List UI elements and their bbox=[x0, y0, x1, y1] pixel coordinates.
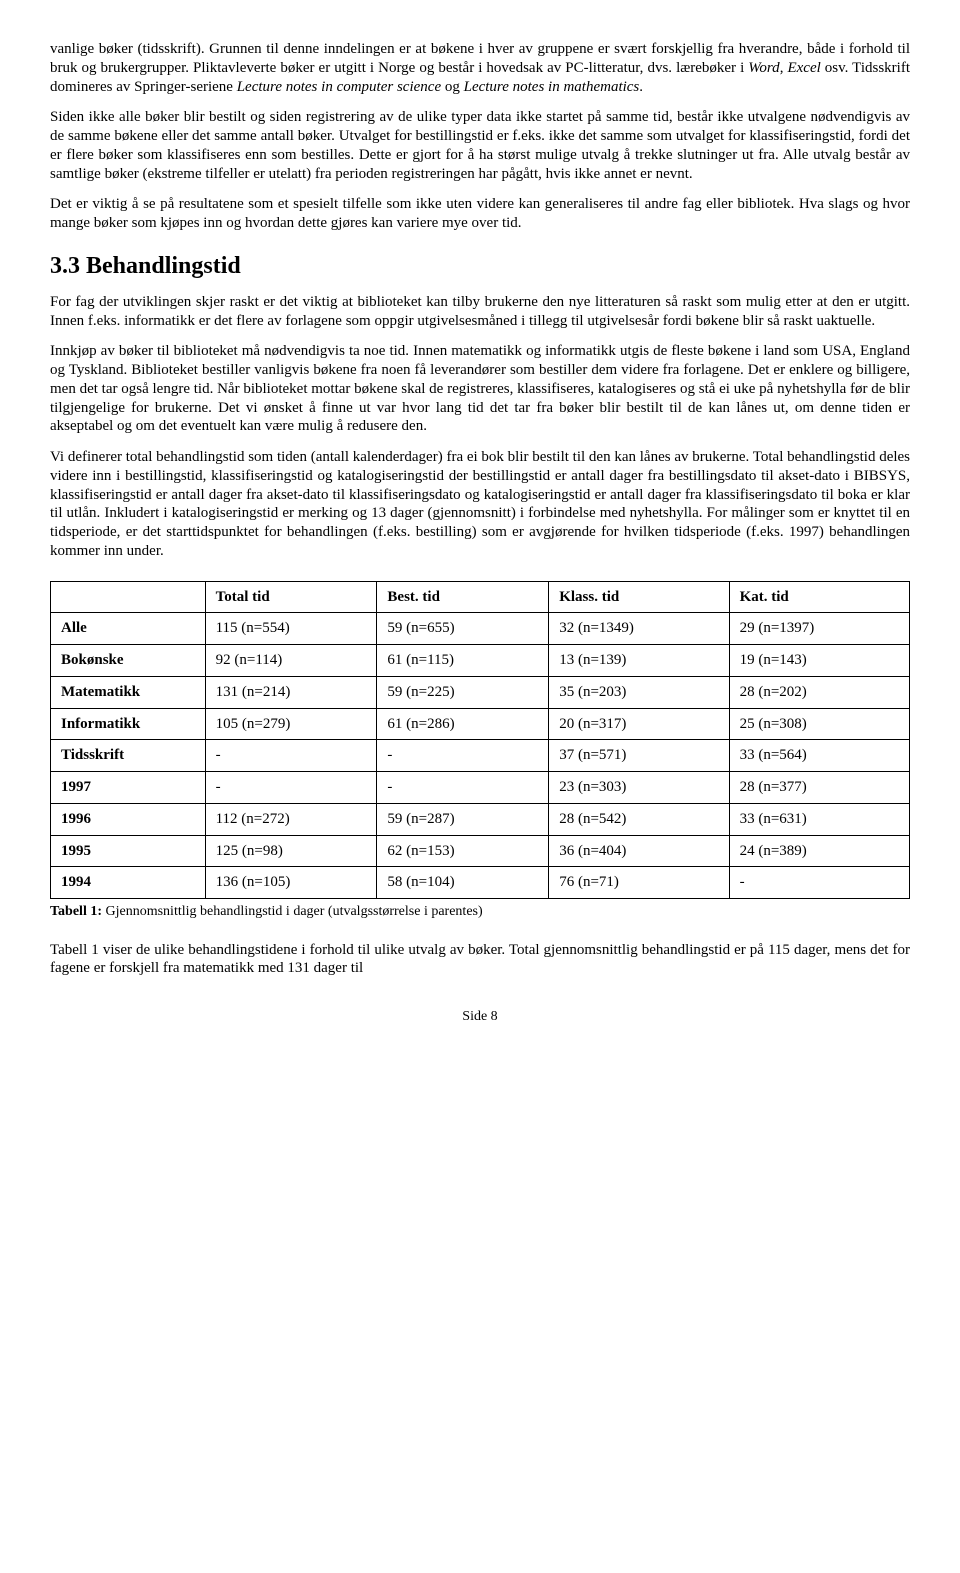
table-cell: 35 (n=203) bbox=[549, 676, 729, 708]
table-cell: 13 (n=139) bbox=[549, 645, 729, 677]
table-header: Kat. tid bbox=[729, 581, 909, 613]
table-row: Alle115 (n=554)59 (n=655)32 (n=1349)29 (… bbox=[51, 613, 910, 645]
paragraph-5: Innkjøp av bøker til biblioteket må nødv… bbox=[50, 342, 910, 436]
table-cell: 25 (n=308) bbox=[729, 708, 909, 740]
paragraph-1: vanlige bøker (tidsskrift). Grunnen til … bbox=[50, 40, 910, 96]
table-row: Bokønske92 (n=114)61 (n=115)13 (n=139)19… bbox=[51, 645, 910, 677]
table-cell: 61 (n=115) bbox=[377, 645, 549, 677]
table-cell: Alle bbox=[51, 613, 206, 645]
table-row: 1997--23 (n=303)28 (n=377) bbox=[51, 772, 910, 804]
processing-time-table: Total tid Best. tid Klass. tid Kat. tid … bbox=[50, 581, 910, 900]
table-row: Informatikk105 (n=279)61 (n=286)20 (n=31… bbox=[51, 708, 910, 740]
table-cell: - bbox=[205, 740, 377, 772]
table-cell: 37 (n=571) bbox=[549, 740, 729, 772]
text: . bbox=[639, 79, 643, 95]
table-cell: 112 (n=272) bbox=[205, 803, 377, 835]
table-cell: 105 (n=279) bbox=[205, 708, 377, 740]
italic-text: Lecture notes in mathematics bbox=[464, 79, 640, 95]
table-cell: 59 (n=287) bbox=[377, 803, 549, 835]
table-cell: 62 (n=153) bbox=[377, 835, 549, 867]
table-cell: 61 (n=286) bbox=[377, 708, 549, 740]
table-header: Total tid bbox=[205, 581, 377, 613]
table-cell: - bbox=[377, 772, 549, 804]
table-cell: - bbox=[205, 772, 377, 804]
italic-text: Excel bbox=[787, 60, 820, 76]
table-cell: 19 (n=143) bbox=[729, 645, 909, 677]
table-cell: - bbox=[729, 867, 909, 899]
table-row: 1995125 (n=98)62 (n=153)36 (n=404)24 (n=… bbox=[51, 835, 910, 867]
table-row: Matematikk131 (n=214)59 (n=225)35 (n=203… bbox=[51, 676, 910, 708]
table-cell: 115 (n=554) bbox=[205, 613, 377, 645]
table-row: 1994136 (n=105)58 (n=104)76 (n=71)- bbox=[51, 867, 910, 899]
caption-label: Tabell 1: bbox=[50, 904, 102, 919]
paragraph-7: Tabell 1 viser de ulike behandlingstiden… bbox=[50, 941, 910, 979]
paragraph-3: Det er viktig å se på resultatene som et… bbox=[50, 195, 910, 233]
table-row: Tidsskrift--37 (n=571)33 (n=564) bbox=[51, 740, 910, 772]
table-cell: 131 (n=214) bbox=[205, 676, 377, 708]
italic-text: Lecture notes in computer science bbox=[237, 79, 441, 95]
section-heading: 3.3 Behandlingstid bbox=[50, 251, 910, 281]
table-cell: 36 (n=404) bbox=[549, 835, 729, 867]
table-cell: 1994 bbox=[51, 867, 206, 899]
table-cell: 33 (n=631) bbox=[729, 803, 909, 835]
paragraph-2: Siden ikke alle bøker blir bestilt og si… bbox=[50, 108, 910, 183]
table-cell: 28 (n=377) bbox=[729, 772, 909, 804]
table-cell: 1995 bbox=[51, 835, 206, 867]
paragraph-6: Vi definerer total behandlingstid som ti… bbox=[50, 448, 910, 561]
table-header bbox=[51, 581, 206, 613]
table-cell: - bbox=[377, 740, 549, 772]
table-row: 1996112 (n=272)59 (n=287)28 (n=542)33 (n… bbox=[51, 803, 910, 835]
table-caption: Tabell 1: Gjennomsnittlig behandlingstid… bbox=[50, 903, 910, 921]
table-cell: 32 (n=1349) bbox=[549, 613, 729, 645]
table-cell: 28 (n=542) bbox=[549, 803, 729, 835]
table-cell: 59 (n=225) bbox=[377, 676, 549, 708]
table-cell: 20 (n=317) bbox=[549, 708, 729, 740]
table-cell: 1997 bbox=[51, 772, 206, 804]
table-cell: Bokønske bbox=[51, 645, 206, 677]
table-cell: Matematikk bbox=[51, 676, 206, 708]
italic-text: Word bbox=[748, 60, 779, 76]
table-cell: Informatikk bbox=[51, 708, 206, 740]
table-cell: 29 (n=1397) bbox=[729, 613, 909, 645]
table-header: Klass. tid bbox=[549, 581, 729, 613]
table-cell: Tidsskrift bbox=[51, 740, 206, 772]
table-cell: 59 (n=655) bbox=[377, 613, 549, 645]
table-cell: 136 (n=105) bbox=[205, 867, 377, 899]
paragraph-4: For fag der utviklingen skjer raskt er d… bbox=[50, 293, 910, 331]
text: og bbox=[441, 79, 464, 95]
page-number: Side 8 bbox=[50, 1008, 910, 1026]
table-header-row: Total tid Best. tid Klass. tid Kat. tid bbox=[51, 581, 910, 613]
table-cell: 92 (n=114) bbox=[205, 645, 377, 677]
caption-text: Gjennomsnittlig behandlingstid i dager (… bbox=[102, 904, 483, 919]
table-cell: 23 (n=303) bbox=[549, 772, 729, 804]
table-cell: 24 (n=389) bbox=[729, 835, 909, 867]
table-cell: 28 (n=202) bbox=[729, 676, 909, 708]
table-cell: 58 (n=104) bbox=[377, 867, 549, 899]
table-cell: 33 (n=564) bbox=[729, 740, 909, 772]
table-cell: 125 (n=98) bbox=[205, 835, 377, 867]
table-cell: 76 (n=71) bbox=[549, 867, 729, 899]
table-cell: 1996 bbox=[51, 803, 206, 835]
table-header: Best. tid bbox=[377, 581, 549, 613]
